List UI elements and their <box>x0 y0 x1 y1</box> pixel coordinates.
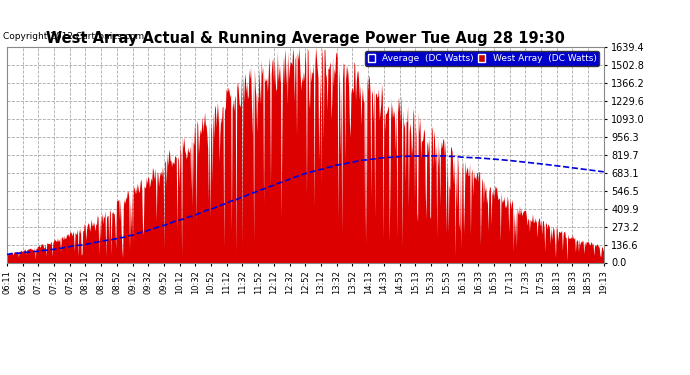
Text: Copyright 2012 Cartronics.com: Copyright 2012 Cartronics.com <box>3 32 145 41</box>
Legend: Average  (DC Watts), West Array  (DC Watts): Average (DC Watts), West Array (DC Watts… <box>365 51 599 66</box>
Title: West Array Actual & Running Average Power Tue Aug 28 19:30: West Array Actual & Running Average Powe… <box>46 31 564 46</box>
